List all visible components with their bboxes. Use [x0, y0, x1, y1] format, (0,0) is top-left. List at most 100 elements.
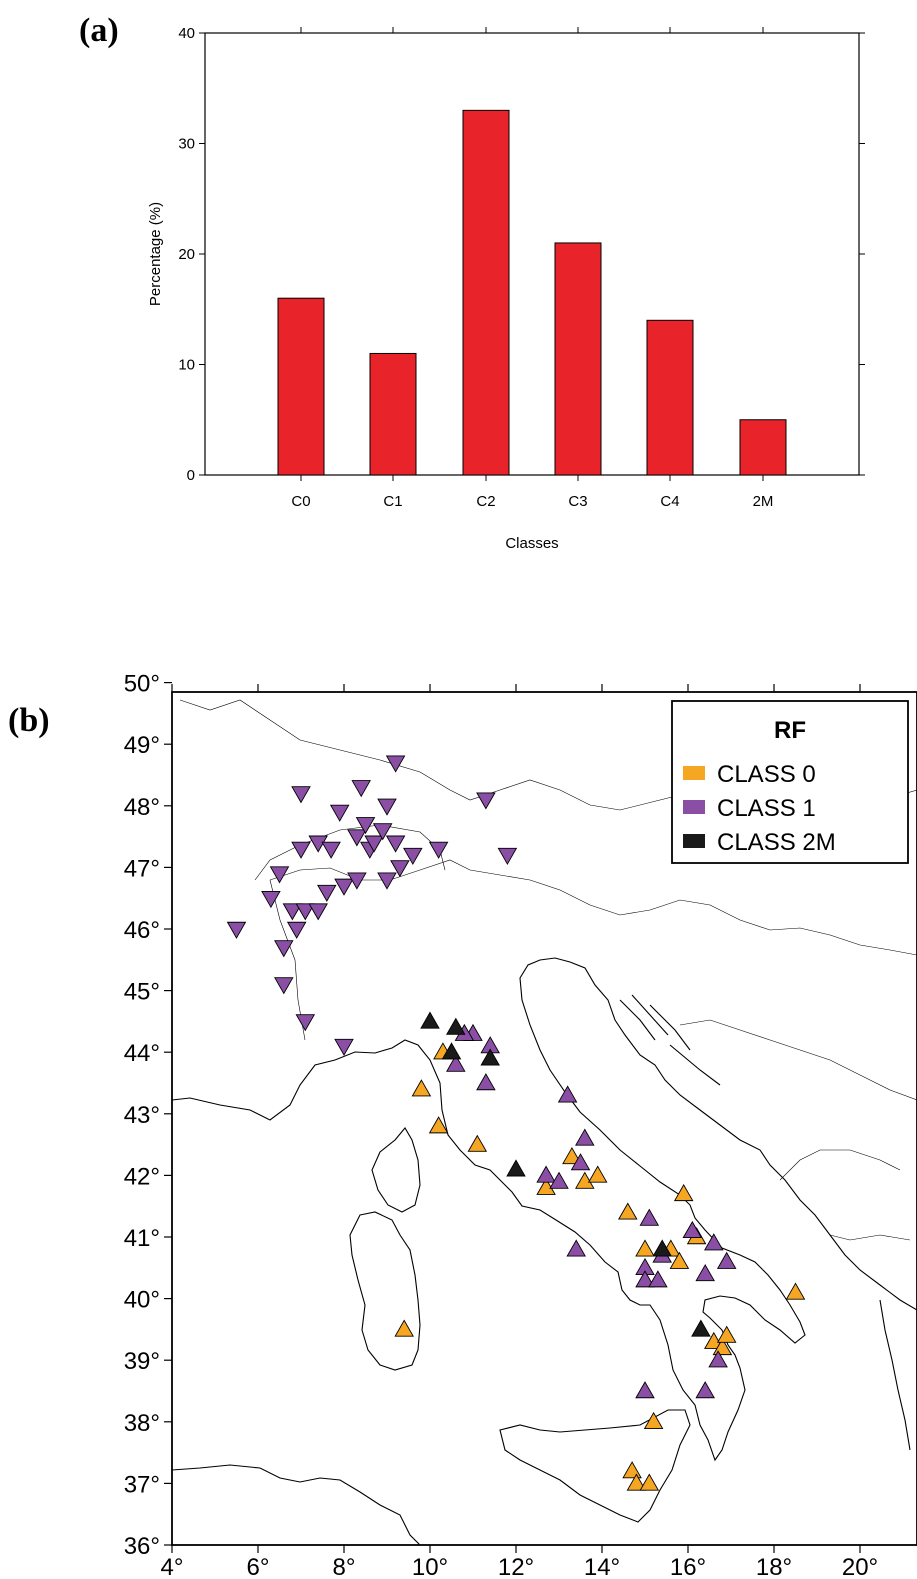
coastlines [172, 957, 917, 1545]
map-xtick-label: 14° [584, 1554, 620, 1579]
legend-swatch-class-0 [683, 766, 705, 780]
station-class-1-down [390, 860, 410, 878]
station-class-1-down [497, 847, 518, 865]
legend-entry-class-1: CLASS 1 [717, 795, 816, 822]
station-class-0 [428, 1116, 449, 1134]
station-class-2m [691, 1319, 711, 1337]
bar-xlabel: Classes [505, 535, 558, 552]
station-class-2m [420, 1011, 440, 1029]
dalmatia-islands [619, 994, 721, 1086]
station-class-1-up [708, 1350, 728, 1368]
map-xtick-label: 4° [161, 1554, 184, 1579]
station-class-1-down [476, 792, 496, 810]
border-france-italy [269, 879, 306, 1041]
map-ytick-label: 39° [124, 1348, 160, 1375]
map-ytick-label: 44° [124, 1040, 160, 1067]
station-class-1-up [536, 1165, 556, 1183]
map-ytick-label: 50° [124, 671, 160, 698]
station-class-1-down [321, 841, 341, 859]
station-class-1-down [385, 835, 406, 853]
station-class-1-down [269, 866, 290, 884]
station-class-0 [622, 1461, 642, 1479]
legend-swatch-class-2m [683, 834, 705, 848]
map-xtick-label: 8° [333, 1554, 356, 1579]
station-class-0 [562, 1147, 582, 1165]
station-class-1-down [317, 884, 337, 902]
station-class-1-down [347, 872, 367, 890]
bar-c1 [369, 352, 417, 476]
station-class-1-down [351, 780, 371, 798]
station-class-1-up [639, 1208, 660, 1226]
bar-xtick-label-2m: 2M [753, 493, 774, 510]
station-class-0 [785, 1282, 806, 1300]
station-class-1-up [704, 1233, 724, 1251]
station-class-1-down [372, 823, 393, 841]
station-class-0 [626, 1473, 647, 1491]
station-class-1-up [648, 1270, 668, 1288]
map-ytick-label: 48° [124, 794, 160, 821]
map-ytick-label: 42° [124, 1163, 160, 1190]
map-xtick-label: 12° [498, 1554, 534, 1579]
bar-xtick-label-c2: C2 [476, 493, 495, 510]
station-class-1-down [377, 798, 397, 816]
station-class-1-down [291, 841, 311, 859]
station-class-1-down [295, 903, 316, 921]
bar-xtick-label-c3: C3 [568, 493, 587, 510]
map-legend: RF CLASS 0 CLASS 1 CLASS 2M [671, 700, 909, 864]
station-class-1-up [695, 1264, 715, 1282]
station-class-1-down [364, 835, 384, 853]
map-ytick-label: 46° [124, 917, 160, 944]
bar-ytick-label: 20 [178, 246, 195, 263]
station-class-0 [394, 1319, 414, 1337]
bar-xtick-label-c1: C1 [383, 493, 402, 510]
map-ytick-label: 45° [124, 979, 160, 1006]
station-class-1-up [575, 1128, 595, 1146]
station-class-0 [643, 1411, 664, 1430]
bar-2m [739, 419, 787, 476]
sicily-coast [499, 1409, 691, 1523]
corsica-coast [371, 1127, 421, 1213]
station-class-0 [716, 1325, 737, 1343]
station-class-1-down [226, 921, 247, 939]
map-frame [171, 691, 917, 1546]
bar-ytick-label: 10 [178, 357, 195, 374]
station-class-0 [635, 1239, 655, 1257]
station-class-1-up [557, 1085, 578, 1103]
map-xtick-label: 10° [412, 1554, 448, 1579]
bar-ytick-label: 0 [187, 467, 195, 484]
map-xtick-label: 6° [247, 1554, 270, 1579]
bar-xtick-label-c0: C0 [291, 493, 310, 510]
station-class-0 [673, 1183, 694, 1202]
station-class-1-down [334, 1038, 354, 1056]
map-ytick-label: 47° [124, 855, 160, 882]
station-class-1-down [347, 829, 367, 847]
map-ytick-label: 38° [124, 1410, 160, 1437]
bar-ytick-label: 30 [178, 136, 195, 153]
map-xtick-label: 18° [756, 1554, 792, 1579]
station-class-1-down [291, 786, 311, 804]
station-class-1-down [261, 891, 281, 909]
map-ytick-label: 41° [124, 1225, 160, 1252]
station-class-1-up [716, 1251, 737, 1269]
legend-swatch-class-1 [683, 800, 705, 814]
station-class-1-up [635, 1270, 655, 1288]
map-xtick-label: 16° [670, 1554, 706, 1579]
station-class-2m [506, 1159, 526, 1177]
bar-ylabel: Percentage (%) [147, 202, 164, 306]
station-class-1-down [274, 977, 294, 995]
station-class-0 [587, 1165, 608, 1183]
station-class-1-down [329, 804, 350, 822]
border-balkans [679, 1019, 917, 1241]
station-class-1-down [355, 817, 376, 835]
station-class-2m [480, 1048, 500, 1066]
station-class-1-up [635, 1381, 655, 1399]
station-class-1-up [682, 1220, 703, 1239]
africa-coast [172, 1464, 421, 1545]
panel-b-label: (b) [8, 702, 50, 739]
sardinia-coast [349, 1211, 421, 1371]
bar-ytick-label: 40 [178, 25, 195, 42]
station-class-1-down [428, 841, 449, 859]
map-xtick-label: 20° [842, 1554, 878, 1579]
station-class-1-down [385, 755, 406, 773]
